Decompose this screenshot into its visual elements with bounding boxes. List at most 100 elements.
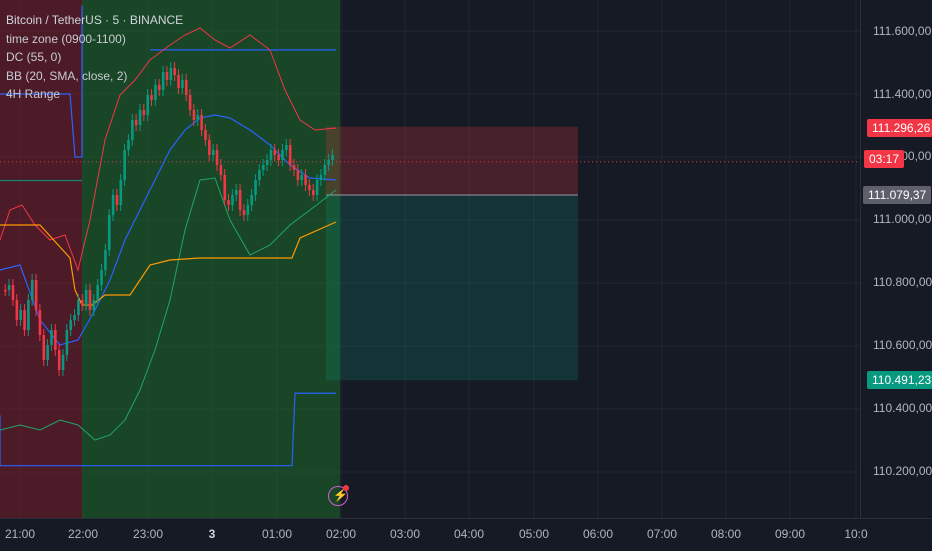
candle-body	[296, 170, 300, 180]
entry-price-badge: 111.079,37	[863, 186, 932, 204]
candle-body	[73, 315, 76, 320]
candle-body	[96, 285, 99, 300]
candle-body	[150, 95, 153, 100]
candle-body	[123, 150, 126, 180]
stop-price-badge: 111.296,26	[867, 119, 932, 137]
candle-body	[154, 85, 157, 100]
time-tick: 21:00	[4, 527, 36, 541]
candle-body	[327, 160, 330, 165]
price-tick: 110.600,00	[873, 338, 932, 352]
candle-body	[188, 95, 192, 110]
candle-body	[273, 150, 277, 155]
candle-body	[34, 280, 38, 310]
candle-body	[238, 190, 242, 210]
countdown-badge: 03:17	[864, 150, 905, 168]
alert-dot	[343, 485, 349, 491]
indicator-time-zone[interactable]: time zone (0900-1100)	[6, 31, 126, 46]
candle-body	[46, 345, 49, 360]
candle-body	[227, 200, 230, 205]
price-chart[interactable]	[0, 0, 860, 518]
time-tick: 07:00	[646, 527, 678, 541]
candle-body	[30, 280, 34, 300]
pre-session-zone	[0, 0, 82, 518]
price-tick: 110.200,00	[873, 464, 932, 478]
candle-body	[204, 130, 207, 140]
candle-body	[104, 250, 107, 270]
candle-body	[69, 320, 73, 330]
price-tick: 111.600,00	[873, 24, 932, 38]
candle-body	[92, 300, 96, 310]
candle-body	[315, 180, 319, 195]
candle-body	[288, 145, 292, 165]
bollinger-basis	[0, 114, 337, 346]
time-tick: 10:0	[844, 527, 868, 541]
time-tick: 02:00	[325, 527, 357, 541]
candle-body	[77, 300, 80, 315]
candle-body	[19, 310, 22, 320]
candle-body	[246, 205, 250, 215]
time-tick: 22:00	[67, 527, 99, 541]
candle-body	[285, 145, 288, 150]
candle-body	[23, 310, 26, 330]
candle-body	[184, 80, 188, 95]
candle-body	[81, 300, 84, 305]
candle-body	[134, 120, 138, 125]
candle-body	[177, 75, 180, 88]
candle-body	[50, 330, 53, 345]
time-tick: 01:00	[261, 527, 293, 541]
time-tick: 04:00	[453, 527, 485, 541]
candle-body	[181, 80, 184, 88]
position-target-zone	[326, 194, 578, 381]
candle-body	[165, 72, 169, 80]
time-tick: 03:00	[389, 527, 421, 541]
candle-body	[57, 350, 61, 370]
price-tick: 110.400,00	[873, 401, 932, 415]
candle-body	[65, 330, 69, 355]
candle-body	[107, 215, 111, 250]
candle-body	[242, 210, 246, 215]
price-tick: 111.400,00	[873, 87, 932, 101]
candle-body	[196, 115, 200, 120]
indicator-donchian[interactable]: DC (55, 0)	[6, 50, 62, 64]
candle-body	[211, 150, 215, 155]
candle-body	[250, 195, 253, 205]
candle-body	[192, 110, 196, 120]
candle-body	[261, 165, 265, 170]
candle-body	[127, 140, 130, 150]
time-scale[interactable]: 21:00 22:00 23:00 3 01:00 02:00 03:00 04…	[0, 518, 932, 551]
candle-body	[161, 72, 165, 90]
candle-body	[231, 195, 234, 205]
candle-body	[173, 68, 176, 75]
candle-body	[265, 160, 269, 165]
candle-body	[277, 155, 280, 160]
bollinger-upper-band	[0, 27, 337, 272]
indicator-bollinger[interactable]: BB (20, SMA, close, 2)	[6, 68, 128, 83]
candle-body	[281, 150, 284, 160]
candle-body	[138, 110, 142, 125]
time-tick: 09:00	[774, 527, 806, 541]
candle-body	[269, 150, 273, 160]
target-price-badge: 110.491,23	[867, 371, 932, 389]
chart-pane[interactable]: Bitcoin / TetherUS · 5 · BINANCE time zo…	[0, 0, 860, 518]
candle-body	[300, 175, 304, 180]
candle-body	[142, 110, 146, 115]
candle-body	[254, 180, 257, 195]
alert-bolt-icon[interactable]: ⚡	[328, 485, 349, 506]
candle-body	[200, 115, 203, 130]
price-scale[interactable]: 111.600,00 111.400,00 111.200,00 111.000…	[860, 0, 932, 518]
candle-body	[223, 175, 227, 200]
chart-legend: Bitcoin / TetherUS · 5 · BINANCE time zo…	[6, 11, 183, 104]
candle-body	[312, 190, 315, 195]
candle-body	[7, 285, 11, 290]
candle-body	[323, 165, 327, 175]
candle-body	[61, 355, 65, 370]
candle-body	[208, 140, 211, 155]
candle-body	[54, 330, 57, 350]
symbol-title[interactable]: Bitcoin / TetherUS · 5 · BINANCE	[6, 13, 184, 27]
candle-body	[27, 300, 30, 330]
candle-body	[304, 175, 307, 185]
candle-body	[42, 335, 46, 360]
candle-body	[292, 165, 296, 170]
indicator-4h-range[interactable]: 4H Range	[6, 87, 61, 101]
time-tick: 08:00	[710, 527, 742, 541]
